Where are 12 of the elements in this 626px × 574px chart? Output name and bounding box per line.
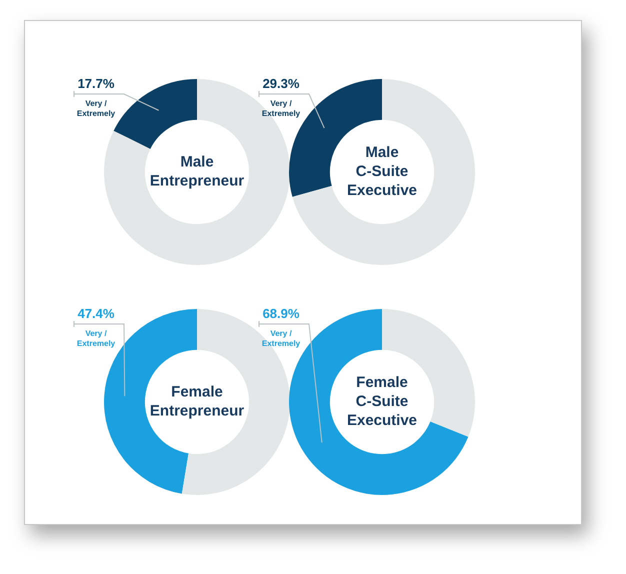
- text: Female Entrepreneur: [150, 384, 244, 420]
- data-label: 68.9%: [262, 306, 300, 321]
- slice-label: Very / Extremely: [76, 329, 116, 348]
- slice-label: Very / Extremely: [262, 99, 301, 118]
- text: Male C-Suite Executive: [346, 144, 418, 200]
- slice-label: Very / Extremely: [262, 329, 301, 348]
- text: Female C-Suite Executive: [346, 374, 418, 430]
- slice-label: Very / Extremely: [76, 99, 116, 118]
- data-label: 47.4%: [78, 306, 115, 321]
- data-label: 17.7%: [78, 76, 115, 91]
- data-label: 29.3%: [262, 76, 300, 91]
- text: Male Entrepreneur: [150, 154, 244, 190]
